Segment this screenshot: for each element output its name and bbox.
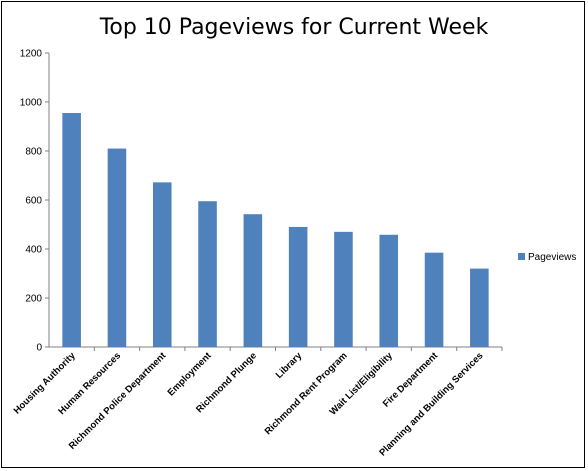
- x-tick-label: Richmond Rent Program: [263, 350, 350, 437]
- x-tick-label: Employment: [166, 350, 215, 399]
- bar: [334, 231, 353, 347]
- y-tick-label: 1000: [20, 98, 43, 109]
- bar: [198, 201, 217, 347]
- x-tick-label: Richmond Police Department: [67, 350, 169, 452]
- y-tick-label: 0: [36, 343, 42, 354]
- bar: [470, 268, 489, 347]
- legend-label: Pageviews: [528, 252, 576, 263]
- legend-swatch: [518, 253, 525, 260]
- y-tick-label: 400: [25, 245, 42, 256]
- y-tick-label: 200: [25, 294, 42, 305]
- bar: [107, 148, 127, 347]
- bar: [288, 226, 308, 347]
- bar: [62, 113, 81, 348]
- y-axis-ticks: 0 200 400 600 800 1000 1200: [20, 49, 49, 354]
- bar: [424, 252, 444, 347]
- chart-title: Top 10 Pageviews for Current Week: [99, 15, 489, 40]
- bar: [243, 214, 263, 347]
- legend: Pageviews: [518, 252, 576, 263]
- y-tick-label: 800: [25, 147, 42, 158]
- bars: [62, 113, 489, 348]
- bar: [379, 234, 399, 347]
- y-tick-label: 600: [25, 196, 42, 207]
- bar: [152, 182, 172, 347]
- x-tick-label: Library: [274, 350, 305, 381]
- y-tick-label: 1200: [20, 49, 43, 60]
